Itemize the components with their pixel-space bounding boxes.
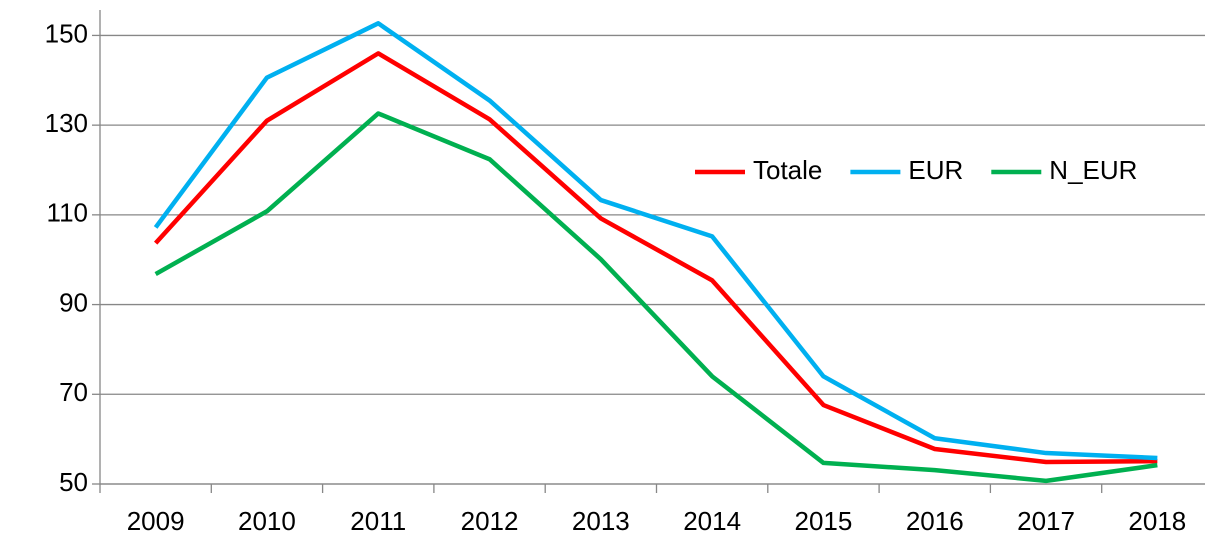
x-tick-label: 2018 — [1128, 506, 1186, 536]
x-tick-label: 2017 — [1017, 506, 1075, 536]
x-tick-label: 2014 — [683, 506, 741, 536]
x-tick-label: 2010 — [238, 506, 296, 536]
y-tick-label: 90 — [59, 287, 88, 317]
y-tick-label: 70 — [59, 377, 88, 407]
line-series — [154, 111, 1158, 484]
line-series — [153, 51, 1158, 465]
x-tick-label: 2015 — [795, 506, 853, 536]
x-tick-label: 2013 — [572, 506, 630, 536]
y-tick-label: 150 — [45, 18, 88, 48]
legend-label: EUR — [908, 155, 963, 185]
y-tick-label: 110 — [47, 198, 88, 228]
legend-label: Totale — [753, 155, 822, 185]
y-tick-label: 130 — [45, 108, 88, 138]
y-tick-label: 50 — [59, 467, 88, 497]
line-series — [153, 21, 1158, 461]
x-tick-label: 2012 — [461, 506, 519, 536]
x-tick-label: 2009 — [127, 506, 185, 536]
legend-label: N_EUR — [1049, 155, 1137, 185]
x-tick-label: 2016 — [906, 506, 964, 536]
x-tick-label: 2011 — [350, 506, 406, 536]
